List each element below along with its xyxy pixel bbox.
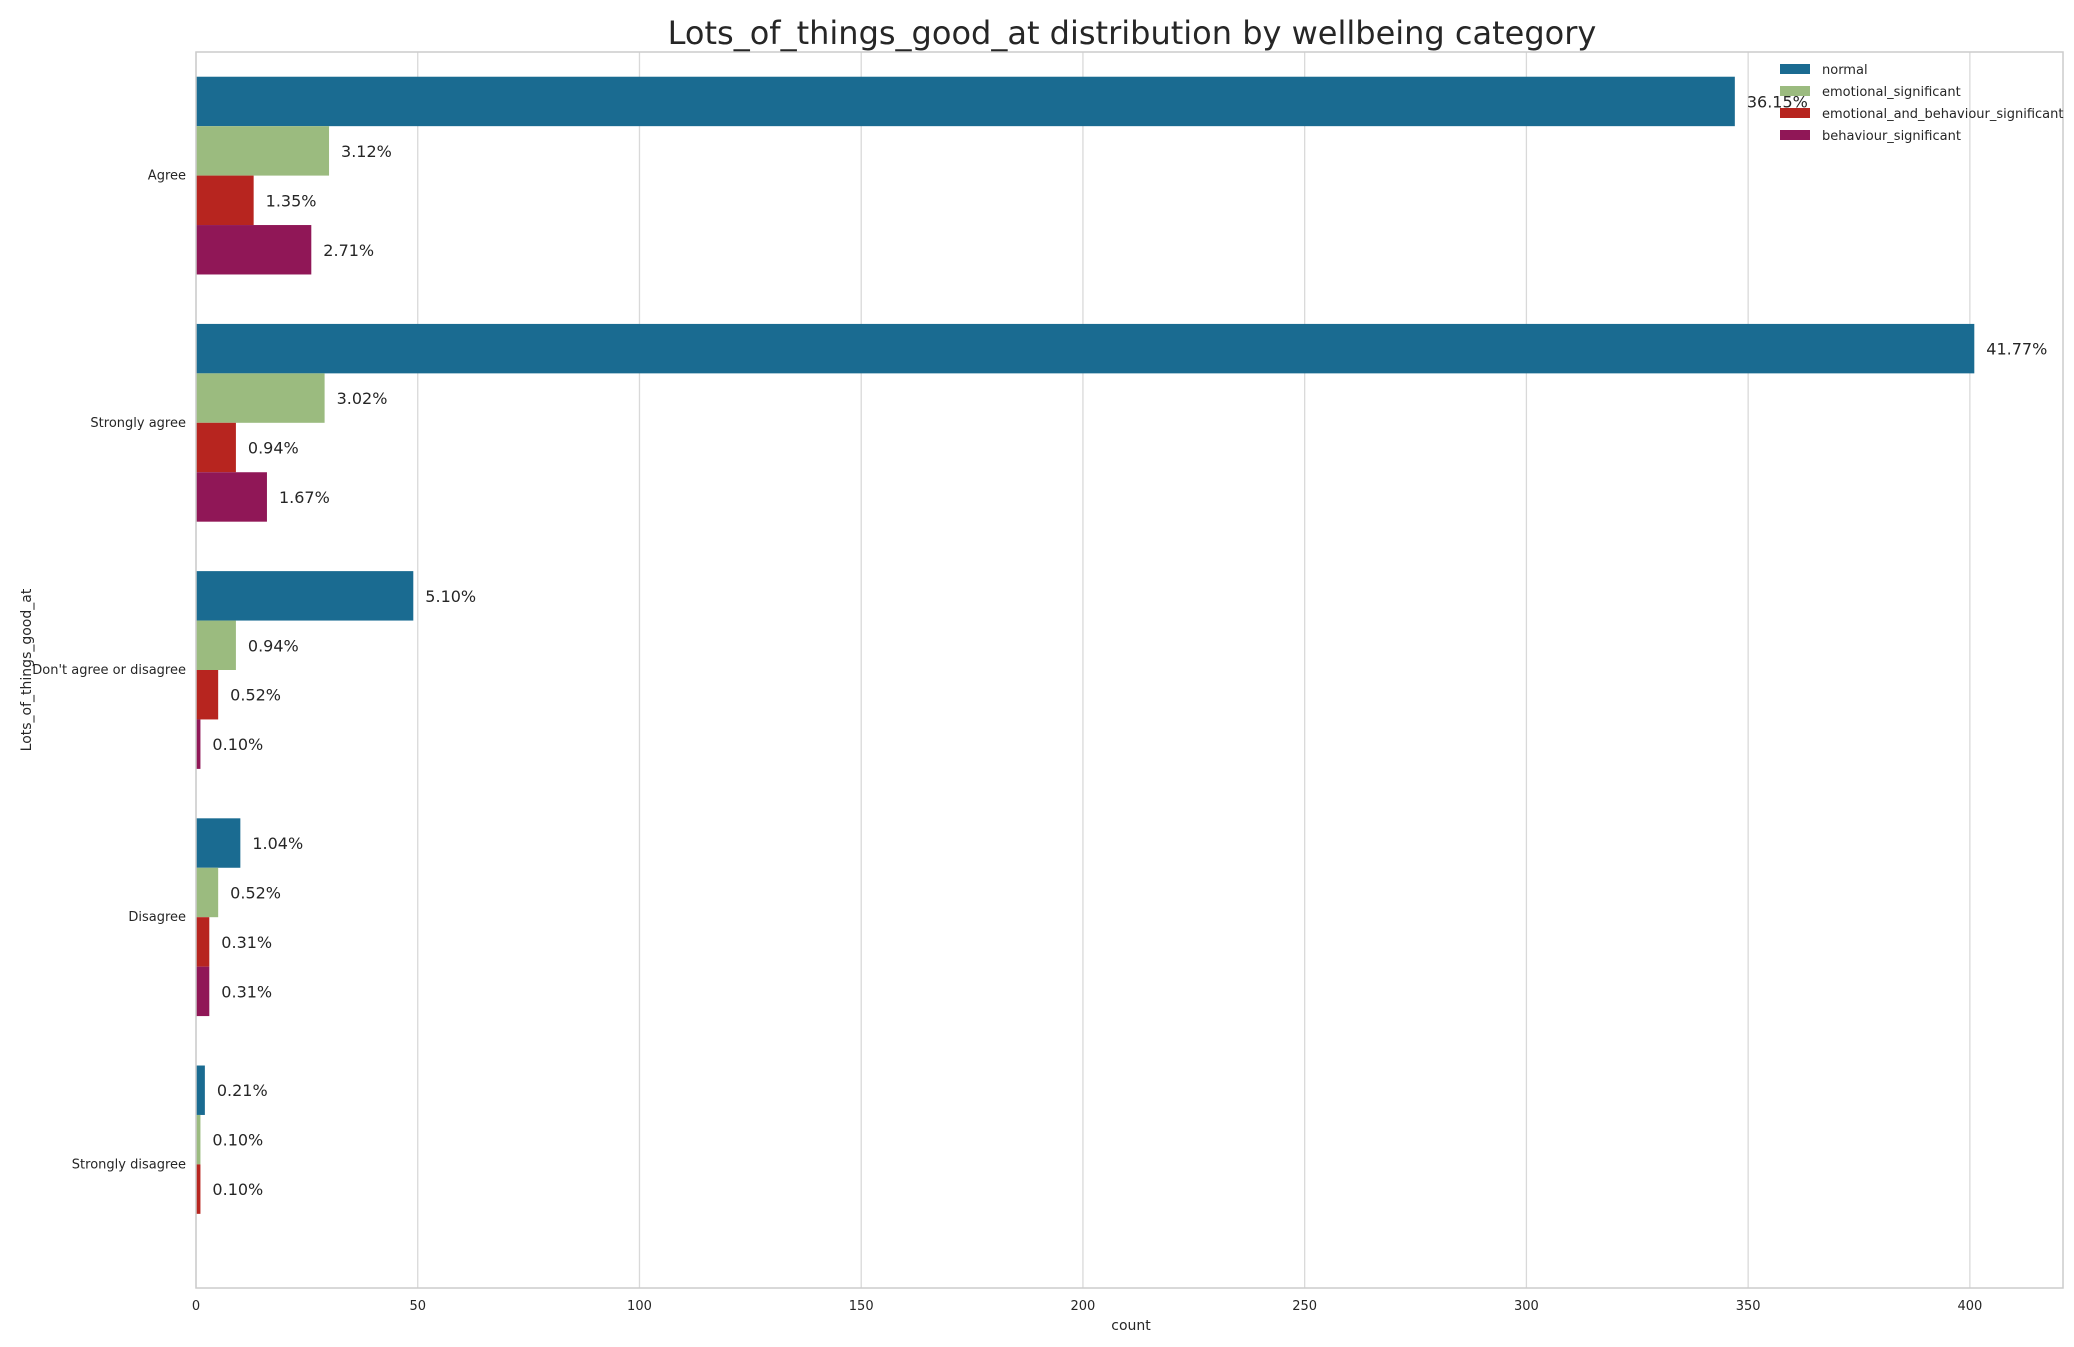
data-label: 0.21% bbox=[217, 1081, 268, 1100]
data-label: 2.71% bbox=[323, 241, 374, 260]
bars bbox=[196, 76, 1975, 1214]
data-label: 0.52% bbox=[230, 883, 281, 902]
bar bbox=[196, 422, 236, 473]
y-category-label: Strongly disagree bbox=[72, 1157, 186, 1172]
data-label: 0.31% bbox=[221, 982, 272, 1001]
x-axis-title: count bbox=[1111, 1318, 1151, 1334]
y-category-label: Strongly agree bbox=[90, 416, 186, 431]
data-labels: 36.15% 3.12% 1.35% 2.71% 41.77% 3.02% 0.94% 1.6… bbox=[212, 92, 2047, 1199]
x-tick-label: 200 bbox=[1071, 1299, 1096, 1314]
bar bbox=[196, 175, 254, 226]
y-categories: Agree Strongly agree Don't agree or disagr… bbox=[32, 169, 186, 1173]
data-label: 36.15% bbox=[1747, 92, 1808, 111]
data-label: 0.31% bbox=[221, 933, 272, 952]
data-label: 3.12% bbox=[341, 142, 392, 161]
data-label: 0.52% bbox=[230, 686, 281, 705]
data-label: 5.10% bbox=[425, 587, 476, 606]
legend-label: behaviour_significant bbox=[1822, 129, 1961, 144]
bar bbox=[196, 917, 210, 967]
x-tick-label: 50 bbox=[409, 1299, 426, 1314]
x-tick-label: 0 bbox=[192, 1299, 200, 1314]
data-label: 1.67% bbox=[279, 488, 330, 507]
x-tick-label: 250 bbox=[1292, 1299, 1317, 1314]
x-tick-label: 400 bbox=[1957, 1299, 1982, 1314]
data-label: 0.94% bbox=[248, 636, 299, 655]
y-category-label: Don't agree or disagree bbox=[32, 663, 186, 678]
legend-swatch bbox=[1780, 86, 1810, 96]
data-label: 41.77% bbox=[1986, 340, 2047, 359]
chart-title: Lots_of_things_good_at distribution by w… bbox=[668, 14, 1597, 52]
data-label: 0.10% bbox=[212, 735, 263, 754]
bar bbox=[196, 1065, 205, 1115]
data-label: 0.10% bbox=[212, 1131, 263, 1150]
data-label: 3.02% bbox=[337, 389, 388, 408]
bar bbox=[196, 966, 210, 1017]
data-label: 1.04% bbox=[252, 834, 303, 853]
legend-swatch bbox=[1780, 108, 1810, 118]
data-label: 0.10% bbox=[212, 1180, 263, 1199]
bar bbox=[196, 818, 241, 868]
plot-frame bbox=[195, 51, 2064, 1289]
legend-label: normal bbox=[1822, 63, 1868, 78]
bar bbox=[196, 867, 219, 918]
x-tick-label: 350 bbox=[1736, 1299, 1761, 1314]
data-label: 1.35% bbox=[266, 191, 317, 210]
bar bbox=[196, 719, 201, 769]
x-tick-label: 150 bbox=[849, 1299, 874, 1314]
bar bbox=[196, 1114, 201, 1165]
bar bbox=[196, 76, 1735, 127]
bar bbox=[196, 472, 267, 522]
bar bbox=[196, 373, 325, 423]
bar bbox=[196, 571, 414, 621]
bar bbox=[196, 620, 236, 670]
y-axis-title: Lots_of_things_good_at bbox=[19, 588, 35, 751]
bar bbox=[196, 225, 312, 275]
bar bbox=[196, 126, 330, 176]
legend-swatch bbox=[1780, 130, 1810, 140]
x-tick-label: 100 bbox=[627, 1299, 652, 1314]
legend-swatch bbox=[1780, 64, 1810, 74]
x-tick-label: 300 bbox=[1514, 1299, 1539, 1314]
y-category-label: Disagree bbox=[128, 910, 186, 925]
data-label: 0.94% bbox=[248, 439, 299, 458]
legend-label: emotional_significant bbox=[1822, 85, 1961, 100]
bar bbox=[196, 1164, 201, 1214]
legend: normal emotional_significant emotional_and… bbox=[1780, 63, 2063, 144]
y-category-label: Agree bbox=[148, 169, 186, 184]
x-ticks: 0 50 100 150 200 250 300 350 400 bbox=[192, 1299, 1982, 1314]
legend-label: emotional_and_behaviour_significant bbox=[1822, 107, 2063, 122]
bar bbox=[196, 323, 1975, 374]
bar bbox=[196, 670, 219, 720]
